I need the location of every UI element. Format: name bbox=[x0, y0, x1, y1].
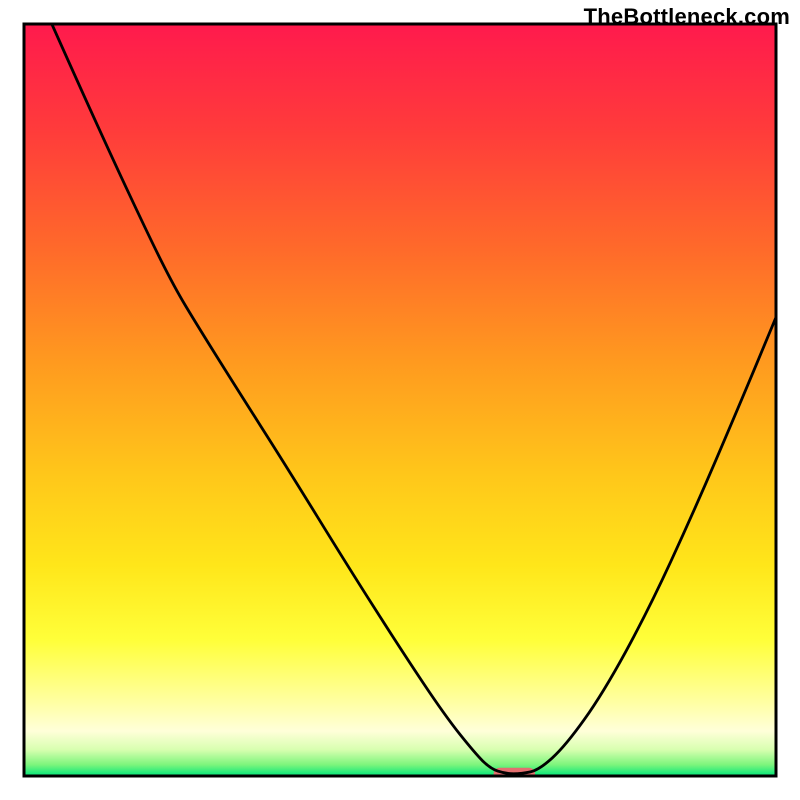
watermark-text: TheBottleneck.com bbox=[584, 4, 790, 30]
bottleneck-curve-chart bbox=[0, 0, 800, 800]
plot-background bbox=[24, 24, 776, 776]
chart-container: TheBottleneck.com bbox=[0, 0, 800, 800]
